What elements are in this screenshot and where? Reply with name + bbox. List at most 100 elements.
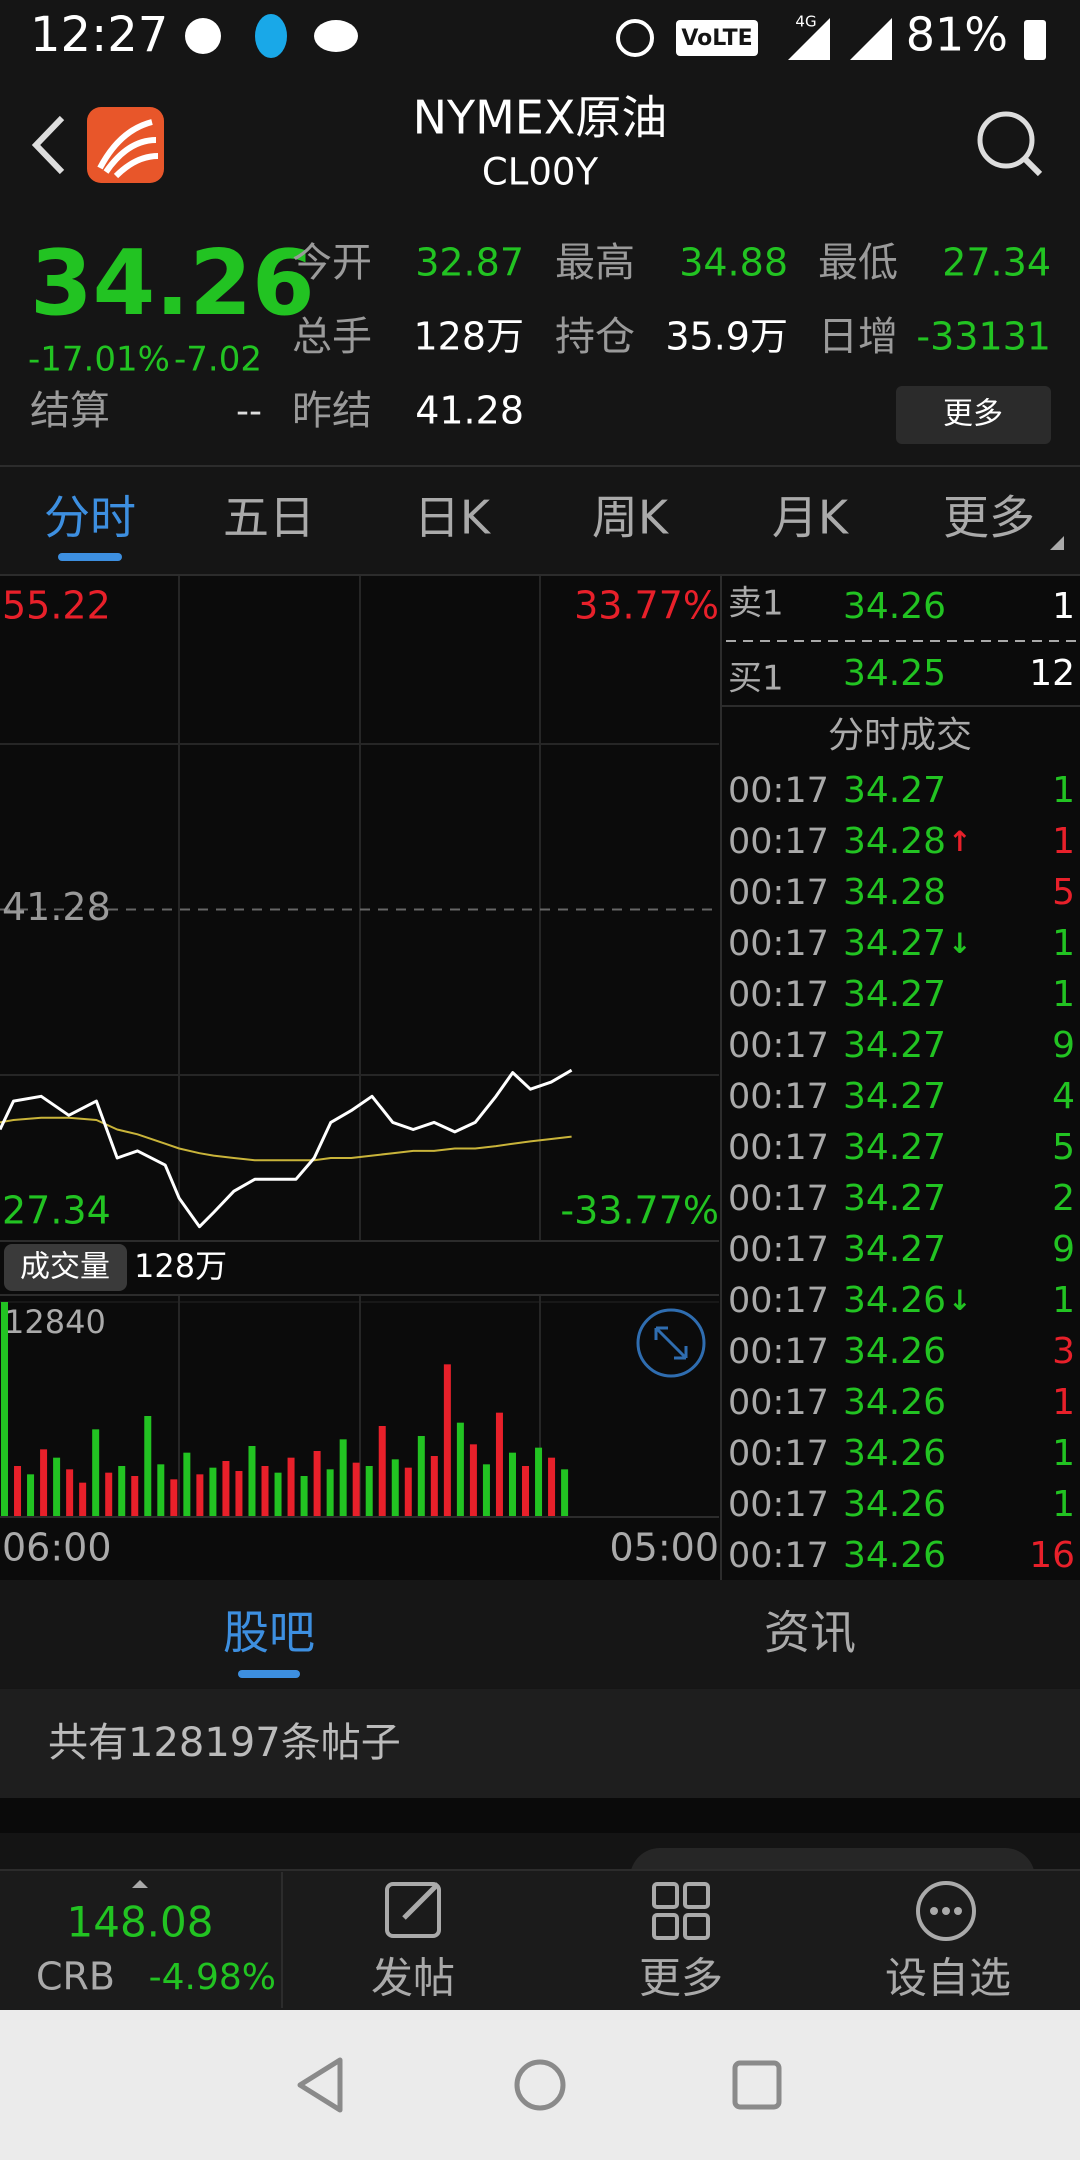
- stat-value: 128万: [413, 315, 524, 359]
- trade-time: 00:17: [728, 822, 829, 862]
- footer-button[interactable]: 发帖: [371, 1954, 455, 2003]
- volume-bar: [118, 1466, 126, 1516]
- volume-bar: [561, 1469, 569, 1516]
- change: -7.02: [174, 340, 262, 380]
- buy-label: 买1: [728, 659, 784, 699]
- volume-bar: [274, 1472, 282, 1516]
- nav-home[interactable]: [514, 2059, 566, 2111]
- trade-arrow: ↓: [948, 927, 971, 960]
- trade-time: 00:17: [728, 873, 829, 913]
- stat-value: 27.34: [942, 241, 1051, 285]
- last-price: 34.26: [30, 231, 315, 336]
- volume-bar: [14, 1466, 22, 1516]
- chart-tab[interactable]: 月K: [772, 491, 850, 545]
- post-count: 共有128197条帖子: [48, 1720, 401, 1766]
- trade-time: 00:17: [728, 975, 829, 1015]
- trade-price: 34.26: [843, 1433, 946, 1474]
- y-tick-label: 55.22: [2, 584, 111, 628]
- header-code: CL00Y: [482, 151, 599, 194]
- trade-price: 34.28: [843, 872, 946, 913]
- stat-label: 持仓: [555, 314, 635, 360]
- trade-time: 00:17: [728, 1383, 829, 1423]
- more-icon-cell: [683, 1913, 710, 1940]
- trade-price: 34.28: [843, 821, 946, 862]
- post-icon-pen: [402, 1882, 440, 1920]
- chart-tab[interactable]: 五日: [223, 491, 315, 545]
- y2-tick-label: 33.77%: [574, 584, 719, 628]
- volume-bar: [1, 1302, 8, 1516]
- status-icon: [185, 18, 221, 54]
- back-button[interactable]: [31, 115, 65, 175]
- tab-indicator: [238, 1670, 300, 1678]
- battery-text: 81%: [906, 8, 1008, 62]
- trade-arrow: ↓: [948, 1284, 971, 1317]
- header-title: NYMEX原油: [413, 91, 668, 145]
- more-button-label[interactable]: 更多: [943, 397, 1003, 432]
- volume-bar: [378, 1426, 386, 1516]
- more-icon-cell: [652, 1913, 679, 1940]
- bottom-tab[interactable]: 股吧: [223, 1606, 315, 1660]
- chart-tab[interactable]: 更多: [943, 491, 1035, 545]
- volume-bar: [79, 1482, 87, 1516]
- trade-qty: 4: [1052, 1076, 1075, 1117]
- nav-recent[interactable]: [732, 2060, 782, 2110]
- price-line: [0, 1116, 572, 1162]
- chart-tab[interactable]: 日K: [414, 491, 492, 545]
- x-tick-label: 05:00: [609, 1526, 719, 1570]
- more-button[interactable]: [896, 386, 1051, 444]
- expand-button[interactable]: [636, 1308, 706, 1378]
- volume-bar: [522, 1466, 530, 1516]
- nav-bar: [0, 2010, 1080, 2160]
- search-button[interactable]: [977, 111, 1035, 169]
- chart-tabs: 分时 五日 日K 周K 月K 更多: [44, 491, 1035, 545]
- index-value[interactable]: 148.08: [67, 1898, 214, 1947]
- app-icon: [87, 107, 164, 183]
- volume-bar: [456, 1422, 464, 1516]
- nav-back[interactable]: [297, 2057, 343, 2113]
- spacer: [0, 1798, 1080, 1833]
- index-change[interactable]: -4.98%: [149, 1957, 276, 1998]
- bottom-tab[interactable]: 资讯: [764, 1606, 856, 1660]
- settle-label: 结算: [30, 388, 110, 434]
- volume-bar: [443, 1364, 451, 1516]
- trades-title: 分时成交: [828, 715, 972, 756]
- volume-bar: [92, 1429, 100, 1516]
- trade-qty: 3: [1052, 1331, 1075, 1372]
- expand-icon: [654, 1326, 688, 1360]
- chart-grid: [0, 576, 719, 1516]
- volume-bar: [508, 1452, 516, 1516]
- volume-bar: [183, 1452, 191, 1516]
- volume-bar: [196, 1474, 204, 1516]
- index-name[interactable]: CRB: [36, 1955, 115, 1999]
- volume-bar: [222, 1461, 230, 1516]
- footer-button[interactable]: 设自选: [885, 1954, 1011, 2003]
- y2-tick-label: -33.77%: [560, 1189, 719, 1233]
- stat-label: 今开: [292, 240, 372, 286]
- stat-value: 32.87: [415, 241, 524, 285]
- signal-icon: [788, 18, 830, 60]
- trade-price: 34.26: [843, 1484, 946, 1525]
- footer-button[interactable]: 更多: [639, 1954, 723, 2003]
- trade-time: 00:17: [728, 1485, 829, 1525]
- buy-qty: 12: [1029, 653, 1075, 694]
- sell-label: 卖1: [728, 584, 784, 624]
- volume-bar: [300, 1476, 308, 1516]
- volume-bar: [105, 1472, 113, 1516]
- tab-indicator: [58, 553, 122, 561]
- trade-qty: 5: [1052, 1127, 1075, 1168]
- volume-bar: [548, 1457, 556, 1516]
- chart-tab[interactable]: 周K: [592, 491, 670, 545]
- search-button-handle: [1022, 156, 1043, 177]
- sell-price: 34.26: [843, 586, 946, 627]
- chart-tab[interactable]: 分时: [44, 491, 136, 545]
- network-text: 4G: [795, 13, 816, 31]
- trade-qty: 2: [1052, 1178, 1075, 1219]
- stat-label: 最高: [555, 240, 635, 286]
- status-icon: [314, 20, 358, 52]
- volume-label: 成交量: [20, 1250, 110, 1285]
- stat-value: -33131: [916, 315, 1051, 359]
- volume-label-box: [4, 1244, 127, 1291]
- trade-price: 34.27: [843, 1076, 946, 1117]
- stat-value: 41.28: [415, 389, 524, 433]
- volume-bar: [40, 1449, 48, 1516]
